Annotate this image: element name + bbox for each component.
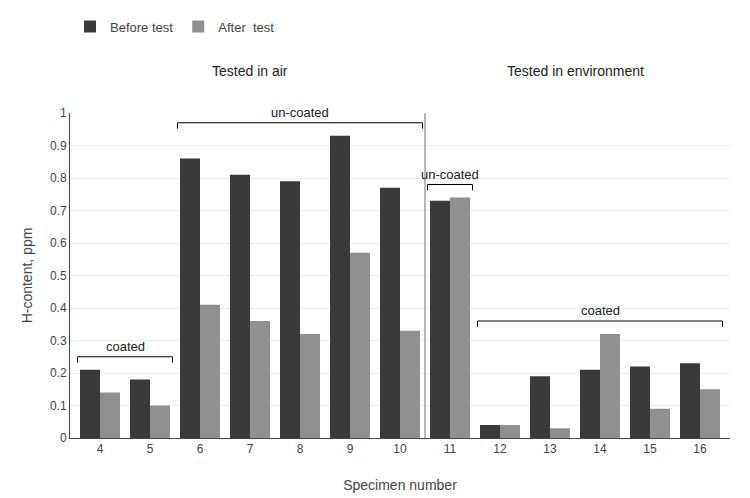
svg-text:4: 4 bbox=[97, 442, 104, 456]
svg-text:0.5: 0.5 bbox=[50, 269, 67, 283]
svg-text:14: 14 bbox=[593, 442, 607, 456]
svg-text:9: 9 bbox=[347, 442, 354, 456]
svg-text:un-coated: un-coated bbox=[421, 167, 479, 182]
svg-text:un-coated: un-coated bbox=[271, 105, 329, 120]
svg-text:H-content, ppm: H-content, ppm bbox=[19, 228, 35, 324]
svg-text:1: 1 bbox=[60, 106, 67, 120]
svg-text:5: 5 bbox=[147, 442, 154, 456]
svg-text:0: 0 bbox=[60, 431, 67, 445]
svg-text:coated: coated bbox=[581, 303, 620, 318]
svg-text:coated: coated bbox=[106, 339, 145, 354]
svg-text:Tested in environment: Tested in environment bbox=[507, 63, 644, 79]
svg-text:11: 11 bbox=[444, 442, 457, 456]
svg-text:16: 16 bbox=[693, 442, 707, 456]
svg-text:15: 15 bbox=[643, 442, 657, 456]
svg-text:8: 8 bbox=[297, 442, 304, 456]
svg-text:12: 12 bbox=[493, 442, 507, 456]
svg-text:0.4: 0.4 bbox=[50, 301, 67, 315]
svg-text:Before test: Before test bbox=[110, 20, 173, 35]
svg-text:7: 7 bbox=[247, 442, 254, 456]
svg-text:0.8: 0.8 bbox=[50, 171, 67, 185]
svg-text:0.1: 0.1 bbox=[50, 399, 67, 413]
svg-text:6: 6 bbox=[197, 442, 204, 456]
svg-text:0.2: 0.2 bbox=[50, 366, 67, 380]
svg-text:0.9: 0.9 bbox=[50, 139, 67, 153]
svg-text:13: 13 bbox=[543, 442, 557, 456]
svg-text:After test: After test bbox=[218, 20, 274, 35]
svg-text:0.6: 0.6 bbox=[50, 236, 67, 250]
svg-text:Specimen number: Specimen number bbox=[343, 477, 457, 493]
svg-text:0.3: 0.3 bbox=[50, 334, 67, 348]
svg-text:Tested in air: Tested in air bbox=[212, 63, 288, 79]
svg-text:0.7: 0.7 bbox=[50, 204, 67, 218]
svg-text:10: 10 bbox=[393, 442, 407, 456]
